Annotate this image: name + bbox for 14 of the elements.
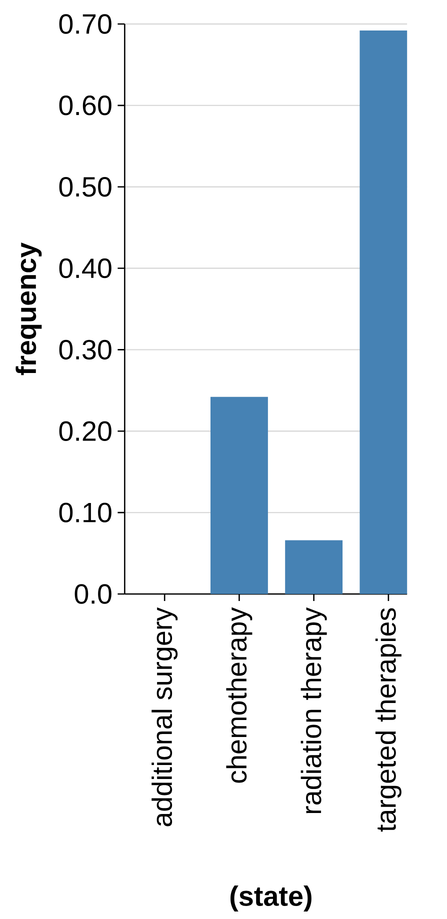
x-tick-label: targeted therapies xyxy=(375,608,402,832)
x-tick-label: chemotherapy xyxy=(226,607,252,783)
y-tick-label: 0.30 xyxy=(59,340,112,360)
y-tick-label: 0.70 xyxy=(59,14,112,34)
y-tick-label: 0.60 xyxy=(59,96,112,116)
x-tick-label: radiation therapy xyxy=(300,607,327,814)
y-tick-label: 0.0 xyxy=(74,584,112,604)
y-tick-label: 0.50 xyxy=(59,176,112,197)
y-tick-label: 0.40 xyxy=(59,258,112,278)
x-tick-label: additional surgery xyxy=(152,607,178,826)
y-tick-label: 0.10 xyxy=(59,502,112,522)
x-axis-title: (state) xyxy=(230,886,312,912)
y-tick-label: 0.20 xyxy=(59,421,112,442)
y-axis-title: frequency xyxy=(16,242,42,376)
